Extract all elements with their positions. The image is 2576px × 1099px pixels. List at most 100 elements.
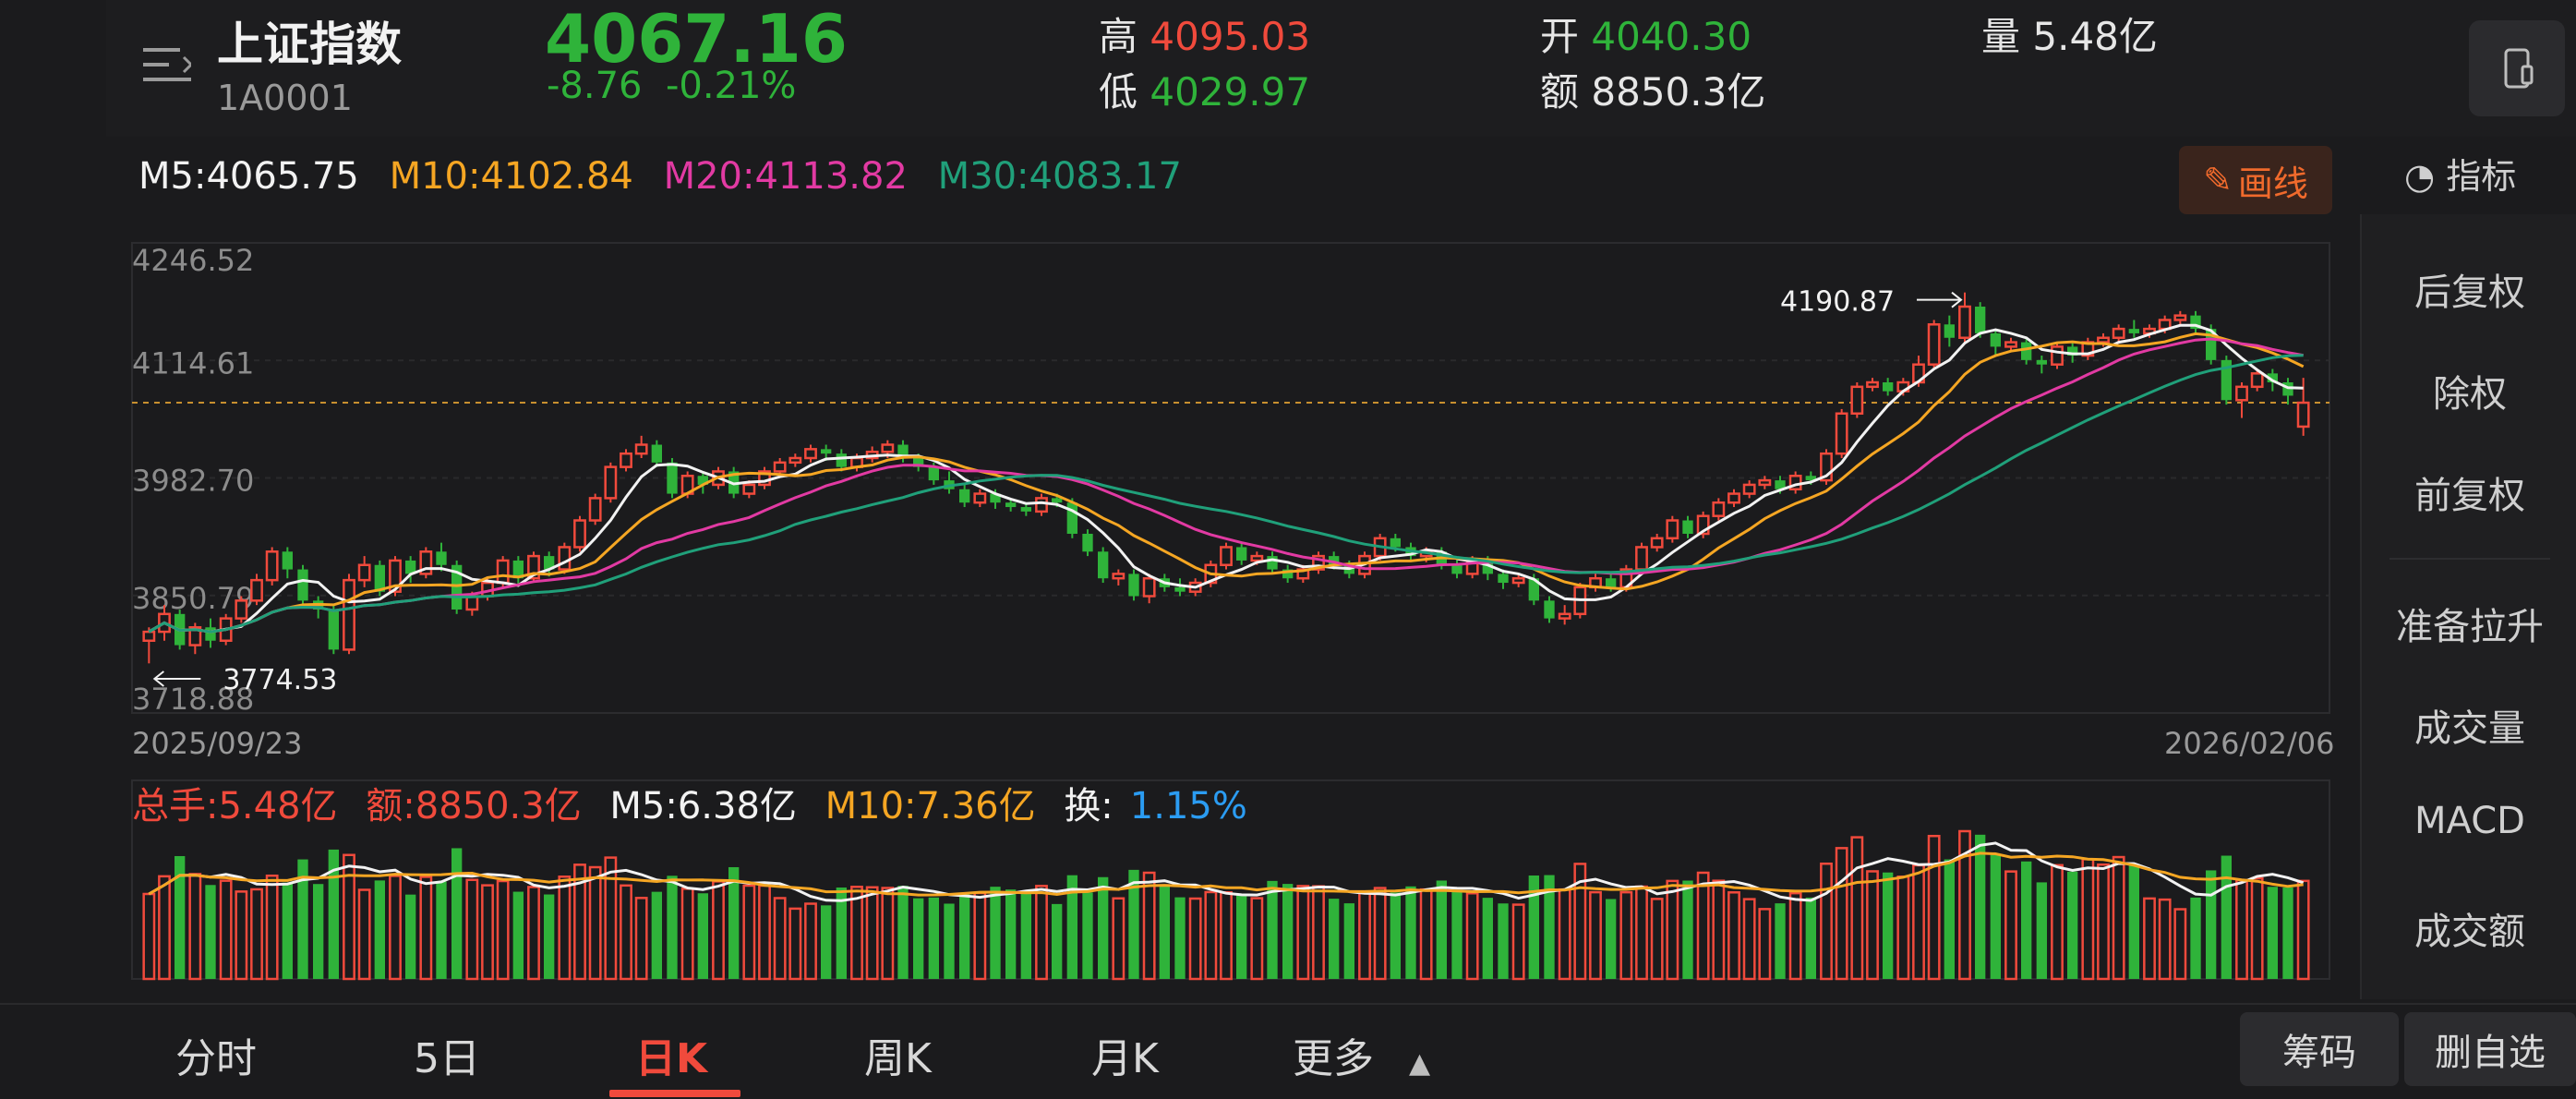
amount-value: 8850.3亿 <box>1591 69 1766 115</box>
volume-bar-down <box>897 886 909 979</box>
volume-bar-up <box>142 892 156 981</box>
tab-weekly-k[interactable]: 周K <box>864 1035 932 1082</box>
amount-label: 额 <box>1540 69 1580 115</box>
candle-up <box>2235 385 2248 402</box>
candle-up <box>265 550 279 582</box>
volume-bar-up <box>1850 836 1864 981</box>
volume-amount: 额:8850.3亿 <box>366 785 582 827</box>
candle-up <box>1758 478 1772 487</box>
tab-monthly-k[interactable]: 月K <box>1091 1035 1159 1082</box>
turnover: 换: 1.15% <box>1064 785 1264 827</box>
volume-bar-up <box>1296 885 1310 981</box>
side-item-ready-rise[interactable]: 准备拉升 <box>2396 606 2544 648</box>
volume-bar-up <box>742 884 756 981</box>
open-label: 开 <box>1540 14 1580 59</box>
ma10-label: M10:4102.84 <box>389 155 633 198</box>
chips-button[interactable]: 筹码 <box>2240 1012 2399 1086</box>
caret-up-icon: ▲ <box>1409 1047 1431 1080</box>
volume-bar-down <box>1066 875 1077 979</box>
candle-up <box>188 626 202 646</box>
candle-down <box>328 609 339 650</box>
volume-bar-up <box>2081 858 2095 981</box>
volume-bar-up <box>527 886 540 981</box>
candle-down <box>1975 306 1986 333</box>
volume-bar-up <box>1788 891 1802 981</box>
side-item-forward-adjusted[interactable]: 前复权 <box>2414 475 2525 517</box>
start-date: 2025/09/23 <box>132 726 303 761</box>
tab-5day[interactable]: 5日 <box>414 1035 480 1082</box>
volume-bar-up <box>620 884 632 981</box>
candle-up <box>1312 554 1325 571</box>
volume-bar-down <box>697 893 708 979</box>
draw-line-button[interactable]: ✎ 画线 <box>2179 146 2332 214</box>
volume-bar-down <box>1329 899 1340 979</box>
volume-bar-up <box>1573 863 1587 981</box>
candle-up <box>1112 573 1125 580</box>
volume-bar-up <box>2143 897 2156 981</box>
volume-bar-up <box>2250 876 2264 981</box>
volume-bar-up <box>265 874 279 981</box>
candle-up <box>758 470 771 487</box>
remove-favorite-button[interactable]: 删自选 <box>2404 1012 2576 1086</box>
volume-bar-down <box>913 898 924 979</box>
volume-bar-up <box>1820 862 1833 981</box>
candle-down <box>2021 342 2032 360</box>
candle-down <box>1498 574 1509 584</box>
volume-bar-down <box>1528 876 1539 979</box>
candle-up <box>419 550 433 575</box>
volume-bar-down <box>1944 859 1955 979</box>
volume-bar-up <box>2173 908 2187 981</box>
candle-up <box>742 483 756 495</box>
kline-chart[interactable]: 4246.52 4114.61 3982.70 3850.79 3718.88 4190… <box>0 0 2364 1003</box>
candle-down <box>990 493 1001 503</box>
volume-bar-up <box>1035 885 1048 981</box>
side-item-macd[interactable]: MACD <box>2414 800 2525 842</box>
tab-daily-k[interactable]: 日K <box>635 1035 708 1082</box>
volume-bar-down <box>1390 892 1401 979</box>
volume-bar-up <box>343 853 355 981</box>
candle-down <box>1990 332 2001 347</box>
candle-down <box>1282 569 1294 579</box>
tab-more[interactable]: 更多 ▲ <box>1293 1025 1430 1084</box>
candle-down <box>1775 480 1786 489</box>
candle-down <box>1174 586 1186 592</box>
ma30-label: M30:4083.17 <box>937 155 1182 198</box>
candle-up <box>1250 554 1264 562</box>
draw-line-label: 画线 <box>2237 163 2308 204</box>
volume-bar-down <box>2282 887 2293 979</box>
candle-down <box>959 489 970 503</box>
y-axis-label: 4114.61 <box>132 345 254 380</box>
ma5-label: M5:4065.75 <box>138 155 359 198</box>
tab-intraday[interactable]: 分时 <box>175 1035 257 1082</box>
volume-bar-up <box>357 888 371 981</box>
volume-bar-up <box>1696 871 1710 981</box>
side-item-turnover[interactable]: 成交额 <box>2414 911 2525 953</box>
volume-bar-down <box>821 905 832 979</box>
volume-bar-up <box>465 878 479 981</box>
candle-down <box>697 476 708 485</box>
candle-up <box>1142 576 1156 598</box>
side-item-backward-adjusted[interactable]: 后复权 <box>2414 272 2525 314</box>
volume-bar-up <box>881 887 895 981</box>
open-value: 4040.30 <box>1591 14 1752 59</box>
candle-down <box>651 444 662 463</box>
end-date: 2026/02/06 <box>2164 726 2335 761</box>
candle-down <box>2036 359 2047 365</box>
volume-bar-down <box>1343 903 1354 979</box>
side-item-ex-rights[interactable]: 除权 <box>2433 373 2507 416</box>
candle-up <box>142 630 156 642</box>
candle-up <box>973 492 987 504</box>
volume-bar-down <box>1267 880 1278 979</box>
indicator-header[interactable]: ◔ 指标 <box>2404 148 2516 199</box>
open-stat: 开 4040.30 <box>1540 6 1751 62</box>
candle-up <box>773 461 787 473</box>
volume-bar-down <box>2221 855 2232 979</box>
volume-bar-up <box>1727 891 1740 981</box>
active-tab-indicator <box>609 1090 740 1097</box>
candle-down <box>913 457 924 467</box>
side-item-volume[interactable]: 成交量 <box>2414 707 2525 750</box>
candle-up <box>496 559 510 585</box>
candle-down <box>1482 560 1493 574</box>
candle-down <box>1606 578 1617 587</box>
rotate-screen-button[interactable] <box>2469 20 2565 116</box>
